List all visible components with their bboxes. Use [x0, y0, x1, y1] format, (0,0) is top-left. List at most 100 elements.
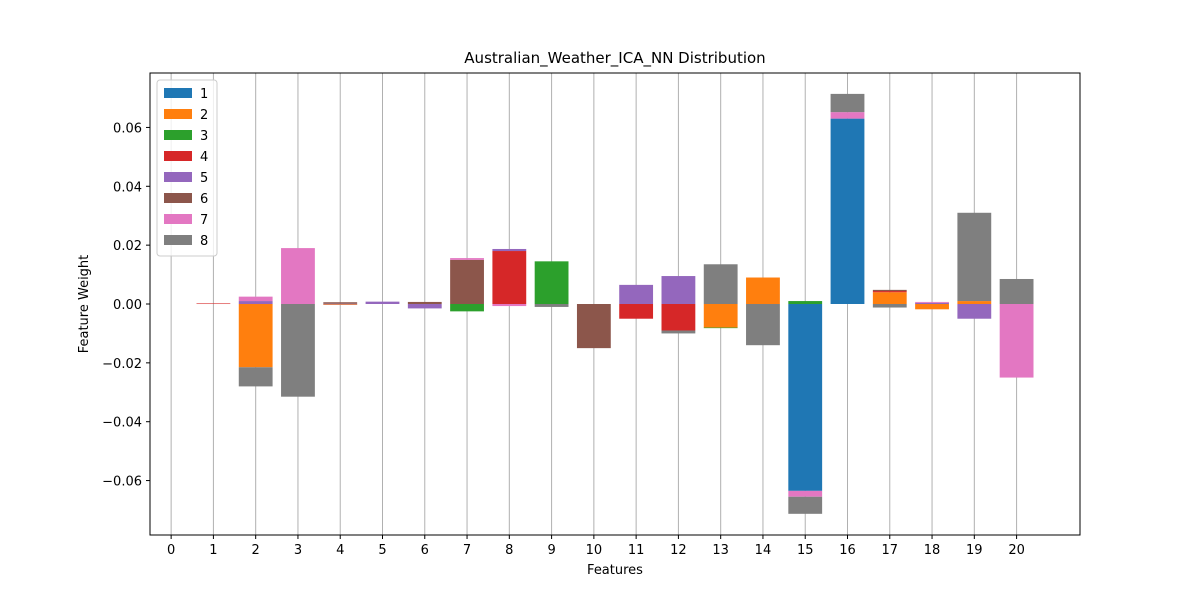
- bar-feature-2-series-7: [238, 296, 273, 302]
- x-tick-label: 15: [797, 543, 814, 558]
- bar-feature-15-series-1: [788, 304, 823, 491]
- bar-feature-12-series-4: [661, 304, 696, 331]
- bar-feature-8-series-5: [492, 248, 527, 252]
- bar-feature-17-series-2: [872, 292, 907, 304]
- bar-feature-13-series-2: [703, 304, 738, 328]
- x-tick-label: 18: [924, 543, 941, 558]
- y-tick-label: 0.04: [113, 180, 142, 195]
- y-axis-ticks: −0.06 −0.04 −0.02 0.00 0.02 0.04 0.06: [102, 121, 150, 490]
- x-tick-label: 0: [167, 543, 175, 558]
- x-tick-label: 1: [209, 543, 217, 558]
- bar-feature-2-series-5: [238, 301, 273, 304]
- bar-feature-7-series-7: [450, 258, 484, 260]
- bar-feature-13-series-3: [703, 327, 738, 329]
- legend-swatch-5: [164, 172, 192, 182]
- bar-feature-10-series-6: [576, 304, 611, 349]
- bar-feature-3-series-8: [281, 304, 315, 397]
- x-tick-label: 17: [881, 543, 898, 558]
- bar-feature-18-series-7: [915, 301, 949, 303]
- bar-feature-5-series-5: [365, 301, 400, 304]
- bar-feature-18-series-5: [915, 302, 949, 304]
- bar-feature-9-series-3: [534, 261, 569, 304]
- bar-feature-16-series-7: [830, 112, 865, 119]
- bar-feature-17-series-4: [872, 291, 907, 293]
- x-tick-label: 2: [252, 543, 260, 558]
- legend-label-5: 5: [200, 171, 208, 186]
- bar-feature-20-series-7: [999, 304, 1034, 378]
- bar-feature-17-series-8: [872, 304, 907, 308]
- bar-feature-6-series-6: [407, 301, 442, 304]
- legend-swatch-4: [164, 151, 192, 161]
- bar-feature-12-series-8: [661, 330, 696, 334]
- bar-feature-15-series-7: [788, 490, 823, 497]
- bar-feature-11-series-4: [619, 304, 654, 319]
- legend-swatch-8: [164, 235, 192, 245]
- bars: [196, 93, 1034, 514]
- legend-swatch-3: [164, 130, 192, 140]
- x-tick-label: 6: [421, 543, 429, 558]
- y-tick-label: −0.02: [102, 357, 142, 372]
- y-tick-label: 0.06: [113, 121, 142, 136]
- bar-feature-15-series-8: [788, 496, 823, 514]
- bar-feature-12-series-5: [661, 276, 696, 304]
- x-tick-label: 5: [378, 543, 386, 558]
- x-tick-label: 10: [586, 543, 603, 558]
- bar-feature-19-series-8: [957, 212, 992, 302]
- y-axis-label: Feature Weight: [77, 255, 92, 354]
- legend-box: [156, 79, 218, 257]
- x-tick-label: 20: [1008, 543, 1025, 558]
- legend-label-1: 1: [200, 87, 208, 102]
- x-axis-label: Features: [587, 563, 643, 578]
- bar-feature-7-series-3: [450, 304, 484, 312]
- bar-feature-18-series-2: [915, 304, 949, 310]
- x-axis-ticks: 0 1 2 3 4 5 6 7 8 9 10 11 12 13 14 15 16 17 18 19 20: [167, 535, 1025, 558]
- x-tick-label: 8: [505, 543, 513, 558]
- y-tick-label: 0.00: [113, 298, 142, 313]
- bar-feature-6-series-5: [407, 304, 442, 309]
- bar-feature-4-series-6: [323, 302, 358, 304]
- y-tick-label: −0.06: [102, 475, 142, 490]
- x-tick-label: 14: [755, 543, 772, 558]
- bar-feature-19-series-5: [957, 304, 992, 319]
- legend-label-6: 6: [200, 192, 208, 207]
- x-tick-label: 19: [966, 543, 983, 558]
- bar-feature-16-series-1: [830, 118, 865, 304]
- legend-swatch-2: [164, 109, 192, 119]
- legend-label-8: 8: [200, 234, 208, 249]
- bar-feature-14-series-2: [746, 277, 780, 304]
- bar-feature-14-series-8: [746, 304, 780, 346]
- bar-feature-4-series-2: [323, 304, 358, 305]
- bar-feature-2-series-2: [238, 304, 273, 368]
- chart-title: Australian_Weather_ICA_NN Distribution: [464, 49, 765, 68]
- legend-swatch-6: [164, 193, 192, 203]
- bar-feature-7-series-6: [450, 259, 484, 304]
- bar-feature-4-series-5: [323, 303, 358, 305]
- x-tick-label: 7: [463, 543, 471, 558]
- bar-feature-2-series-8: [238, 367, 273, 387]
- bar-feature-9-series-8: [534, 304, 569, 307]
- bar-feature-20-series-8: [999, 278, 1034, 304]
- bar-feature-13-series-8: [703, 264, 738, 304]
- bar-feature-8-series-7: [492, 304, 527, 307]
- legend-label-4: 4: [200, 150, 208, 165]
- legend-label-7: 7: [200, 213, 208, 228]
- bar-feature-1-series-4: [196, 303, 231, 305]
- legend-swatch-1: [164, 88, 192, 98]
- bar-feature-11-series-5: [619, 284, 654, 304]
- x-tick-label: 16: [839, 543, 856, 558]
- bar-feature-15-series-3: [788, 301, 823, 304]
- y-tick-label: 0.02: [113, 239, 142, 254]
- bar-feature-17-series-6: [872, 289, 907, 292]
- bar-feature-8-series-4: [492, 251, 527, 304]
- x-tick-label: 9: [547, 543, 555, 558]
- x-tick-label: 3: [294, 543, 302, 558]
- legend-label-2: 2: [200, 108, 208, 123]
- x-tick-label: 4: [336, 543, 344, 558]
- legend-swatch-7: [164, 214, 192, 224]
- y-tick-label: −0.04: [102, 416, 142, 431]
- x-tick-label: 12: [670, 543, 687, 558]
- bar-feature-19-series-2: [957, 301, 992, 304]
- legend-label-3: 3: [200, 129, 208, 144]
- x-tick-label: 13: [712, 543, 729, 558]
- legend: 1 2 3 4 5 6 7 8: [156, 79, 218, 257]
